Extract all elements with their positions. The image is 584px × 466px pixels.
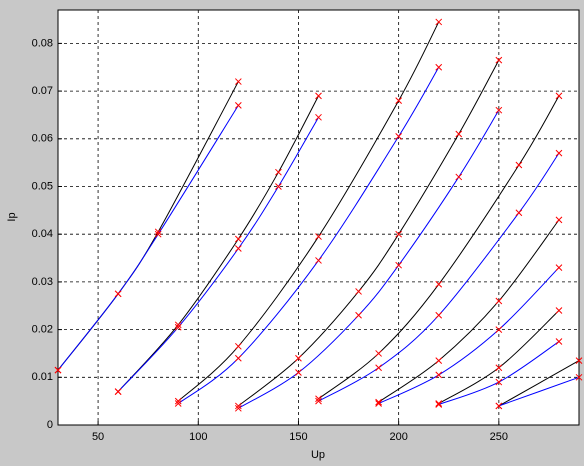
marker: [435, 311, 443, 319]
marker: [234, 342, 242, 350]
y-tick-label: 0.04: [32, 228, 53, 240]
y-tick-label: 0.07: [32, 85, 53, 97]
y-tick-label: 0.02: [32, 324, 53, 336]
marker: [455, 130, 463, 138]
marker: [375, 364, 382, 372]
marker: [355, 288, 362, 295]
curve: [498, 376, 580, 407]
marker: [375, 398, 382, 406]
marker: [515, 209, 523, 217]
marker: [315, 113, 322, 121]
marker: [234, 245, 242, 252]
marker: [174, 321, 182, 329]
curve: [57, 105, 239, 371]
marker: [234, 354, 242, 362]
marker: [455, 173, 463, 181]
marker: [515, 161, 523, 169]
marker: [435, 401, 443, 408]
y-axis-label: Ip: [6, 212, 18, 221]
marker: [495, 364, 503, 372]
x-tick-label: 150: [289, 431, 307, 443]
marker: [234, 102, 242, 109]
marker: [495, 378, 503, 386]
curve: [378, 219, 560, 403]
marker: [295, 354, 302, 362]
y-tick-label: 0.08: [32, 37, 53, 49]
marker: [174, 400, 182, 407]
marker: [555, 149, 563, 157]
marker: [435, 371, 443, 379]
marker: [154, 230, 162, 238]
marker: [575, 357, 583, 364]
marker: [555, 216, 563, 224]
marker: [495, 297, 503, 305]
marker: [275, 168, 282, 176]
x-tick-label: 250: [490, 431, 508, 443]
y-tick-label: 0.05: [32, 180, 53, 192]
marker: [174, 397, 182, 405]
marker: [435, 280, 443, 288]
marker: [395, 230, 403, 238]
marker: [315, 92, 322, 100]
marker: [495, 106, 503, 114]
marker: [495, 326, 503, 333]
curve: [498, 360, 580, 407]
marker: [295, 369, 302, 376]
marker: [575, 373, 583, 381]
marker: [495, 56, 503, 64]
x-axis-label: Up: [311, 449, 325, 461]
marker: [395, 133, 403, 140]
marker: [174, 323, 182, 331]
y-tick-label: 0.03: [32, 276, 53, 288]
marker: [315, 233, 322, 240]
marker: [435, 18, 443, 26]
marker: [114, 388, 122, 395]
marker: [395, 261, 403, 269]
marker: [154, 228, 162, 236]
marker: [234, 78, 242, 85]
marker: [54, 366, 62, 374]
marker: [315, 395, 322, 403]
marker: [315, 257, 322, 264]
marker: [435, 63, 443, 71]
marker: [114, 290, 122, 298]
marker: [234, 404, 242, 412]
marker: [315, 397, 322, 405]
marker: [435, 400, 443, 407]
x-tick-label: 100: [189, 431, 207, 443]
y-tick-label: 0.01: [32, 371, 53, 383]
x-tick-label: 50: [92, 431, 104, 443]
marker: [555, 264, 563, 271]
marker: [555, 338, 563, 345]
marker: [555, 92, 563, 100]
x-tick-label: 200: [389, 431, 407, 443]
marker: [234, 235, 242, 243]
marker: [395, 97, 403, 104]
marker: [495, 402, 503, 410]
y-tick-label: 0.06: [32, 133, 53, 145]
marker: [435, 357, 443, 364]
marker: [555, 307, 563, 314]
marker: [355, 311, 362, 319]
y-tick-label: 0: [47, 419, 53, 431]
marker: [375, 400, 382, 407]
marker: [375, 350, 382, 357]
plot-area: [57, 9, 580, 426]
marker: [275, 183, 282, 190]
curve: [318, 152, 560, 402]
marker: [234, 402, 242, 410]
curve: [378, 267, 560, 404]
